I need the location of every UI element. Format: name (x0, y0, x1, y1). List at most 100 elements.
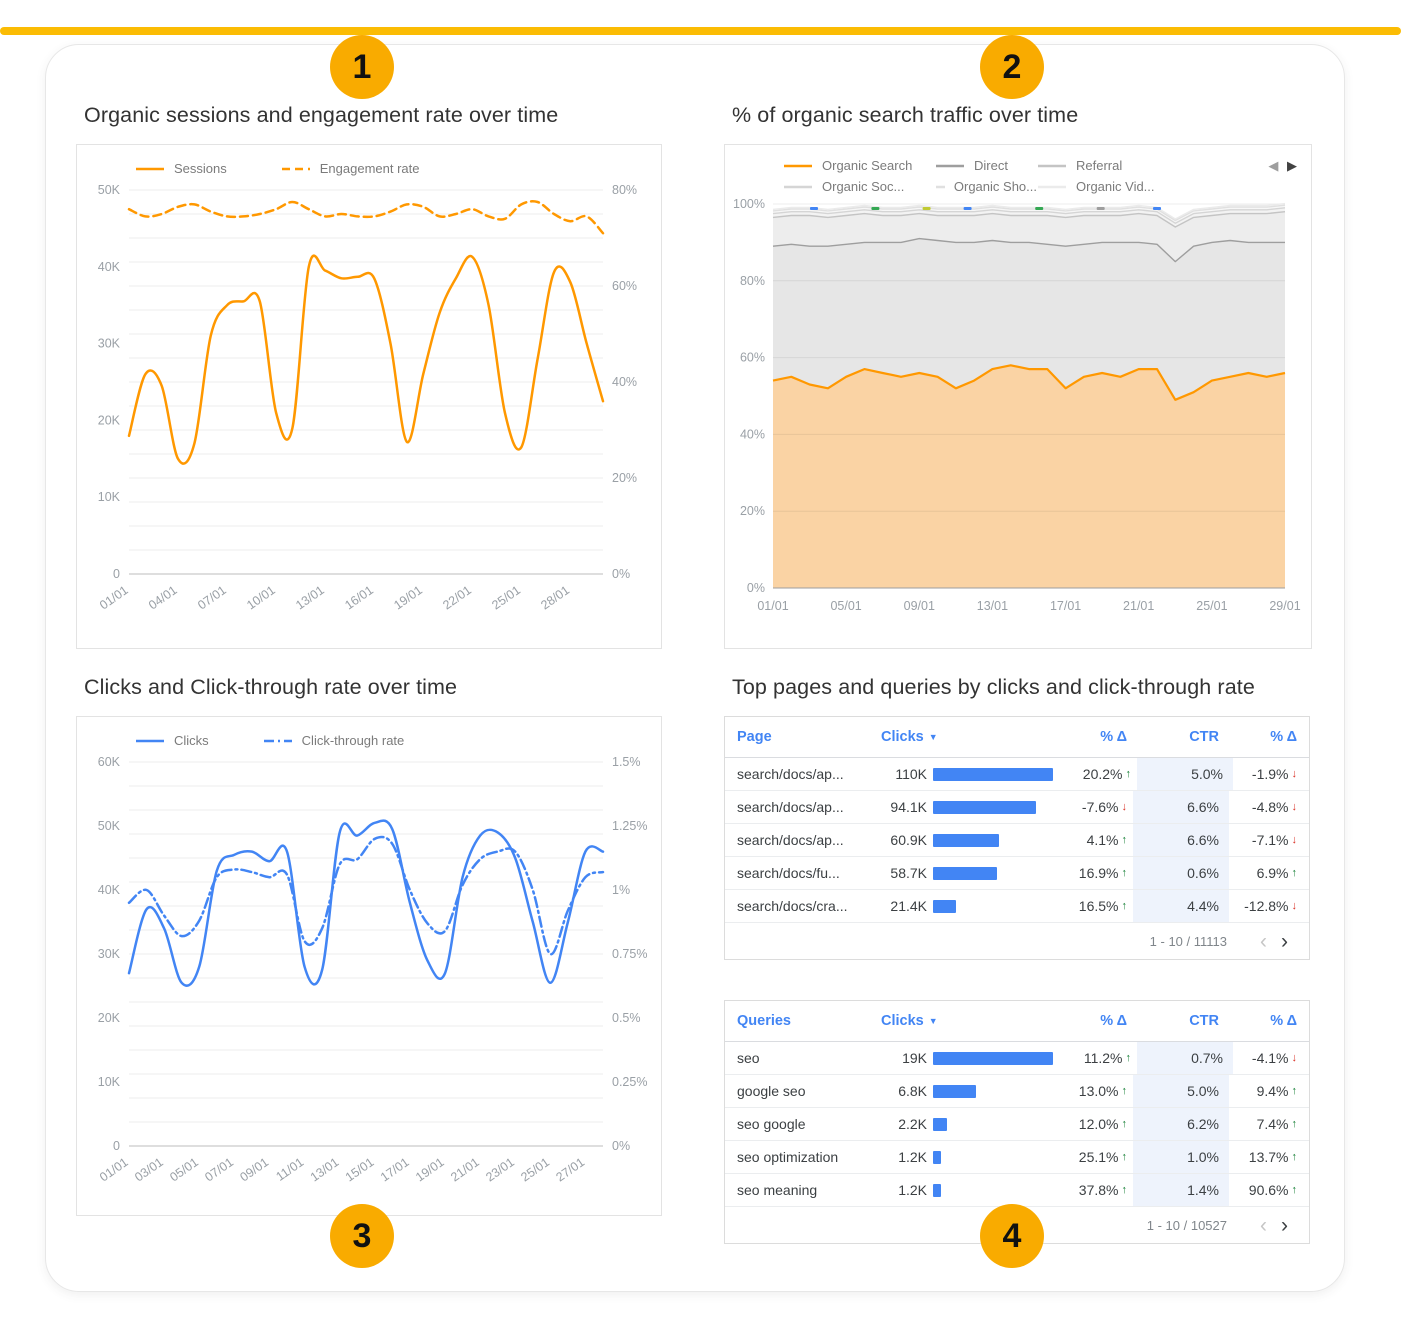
delta-value: 6.9% (1256, 865, 1289, 881)
delta-value: 16.9% (1078, 865, 1119, 881)
up-arrow-icon: ↑ (1291, 867, 1298, 879)
tables-title: Top pages and queries by clicks and clic… (732, 675, 1255, 699)
clicks-value: 21.4K (890, 898, 927, 914)
row-name: search/docs/ap... (737, 832, 844, 848)
svg-text:0: 0 (113, 1139, 120, 1153)
legend-item: Organic Search (783, 158, 935, 173)
delta-value: 16.5% (1078, 898, 1119, 914)
sessions-chart-svg: 0 10K 20K 30K 40K 50K 0% 20% 40% 60% 80% 01/01 04/01… (97, 183, 637, 612)
svg-text:17/01: 17/01 (378, 1155, 412, 1184)
clicks-value: 19K (902, 1050, 927, 1066)
legend-label: Click-through rate (301, 733, 405, 748)
svg-text:100%: 100% (733, 197, 765, 211)
ctr-value: 0.7% (1191, 1050, 1223, 1066)
svg-text:19/01: 19/01 (391, 583, 425, 612)
column-header-ctr[interactable]: CTR (1189, 1013, 1219, 1029)
svg-text:25/01: 25/01 (518, 1155, 552, 1184)
up-arrow-icon: ↑ (1291, 1085, 1298, 1097)
svg-text:09/01: 09/01 (237, 1155, 271, 1184)
delta-value: 90.6% (1248, 1182, 1289, 1198)
up-arrow-icon: ↑ (1121, 900, 1128, 912)
table-row: google seo 6.8K 13.0% ↑ 5.0% 9.4% ↑ (725, 1075, 1309, 1108)
delta-value: -1.9% (1251, 766, 1289, 782)
clicks-value: 94.1K (890, 799, 927, 815)
legend-label: Organic Sho... (953, 179, 1037, 194)
column-header-[interactable]: % Δ (1270, 729, 1297, 745)
svg-text:60%: 60% (740, 351, 765, 365)
svg-text:01/01: 01/01 (757, 599, 788, 613)
legend-next-icon[interactable]: ▶ (1287, 158, 1297, 173)
delta-value: 13.7% (1248, 1149, 1289, 1165)
ctr-value: 1.4% (1187, 1182, 1219, 1198)
next-page-icon[interactable]: › (1281, 1213, 1288, 1237)
row-name: seo (737, 1050, 760, 1066)
svg-text:10/01: 10/01 (244, 583, 278, 612)
series-marker (871, 207, 880, 210)
down-arrow-icon: ↓ (1121, 801, 1128, 813)
svg-text:40K: 40K (98, 260, 121, 274)
ctr-value: 6.6% (1187, 832, 1219, 848)
svg-text:0%: 0% (612, 1139, 630, 1153)
table-row: search/docs/fu... 58.7K 16.9% ↑ 0.6% 6.9% ↑ (725, 857, 1309, 890)
clicks-value: 60.9K (890, 832, 927, 848)
svg-text:0%: 0% (612, 567, 630, 581)
table-row: seo meaning 1.2K 37.8% ↑ 1.4% 90.6% ↑ (725, 1174, 1309, 1207)
clicks-bar (933, 833, 999, 847)
clicks-bar (933, 800, 1036, 814)
row-name: seo google (737, 1116, 806, 1132)
svg-text:29/01: 29/01 (1269, 599, 1300, 613)
svg-text:50K: 50K (98, 183, 121, 197)
legend-swatch-icon (263, 739, 292, 742)
top-pages-table: Page Clicks ▼ % Δ CTR % Δ search/docs/ap... 110… (724, 716, 1310, 960)
legend-item: Referral (1037, 158, 1177, 173)
svg-text:11/01: 11/01 (273, 1155, 306, 1184)
svg-text:20%: 20% (612, 471, 637, 485)
legend-item: Organic Soc... (783, 179, 935, 194)
delta-value: -7.6% (1081, 799, 1119, 815)
column-header-ctr[interactable]: CTR (1189, 729, 1219, 745)
legend-swatch-icon (281, 167, 310, 170)
delta-value: 7.4% (1256, 1116, 1289, 1132)
svg-text:0.25%: 0.25% (612, 1075, 647, 1089)
down-arrow-icon: ↓ (1291, 900, 1298, 912)
delta-value: -4.1% (1251, 1050, 1289, 1066)
sessions-chart-legend: Sessions Engagement rate (77, 145, 661, 178)
series-marker (1153, 207, 1161, 210)
legend-prev-icon[interactable]: ◀ (1268, 158, 1279, 173)
column-header-clicks[interactable]: Clicks ▼ (881, 729, 938, 745)
prev-page-icon[interactable]: ‹ (1260, 929, 1267, 953)
svg-text:22/01: 22/01 (440, 583, 474, 612)
sessions-chart-title: Organic sessions and engagement rate ove… (84, 103, 559, 127)
column-header-[interactable]: % Δ (1100, 1013, 1127, 1029)
clicks-bar (933, 1051, 1053, 1065)
svg-text:04/01: 04/01 (146, 583, 180, 612)
next-page-icon[interactable]: › (1281, 929, 1288, 953)
column-header-clicks[interactable]: Clicks ▼ (881, 1013, 938, 1029)
legend-item: Engagement rate (281, 161, 419, 176)
down-arrow-icon: ↓ (1291, 834, 1298, 846)
svg-text:1%: 1% (612, 883, 630, 897)
column-header-[interactable]: % Δ (1270, 1013, 1297, 1029)
svg-text:03/01: 03/01 (132, 1155, 166, 1184)
pagination-label: 1 - 10 / 10527 (1146, 1217, 1227, 1233)
svg-text:1.5%: 1.5% (612, 755, 641, 769)
column-header-page[interactable]: Page (737, 729, 772, 745)
ctr-value: 0.6% (1187, 865, 1219, 881)
delta-value: -4.8% (1251, 799, 1289, 815)
clicks-value: 6.8K (898, 1083, 927, 1099)
annotation-badge-4: 4 (980, 1204, 1044, 1268)
up-arrow-icon: ↑ (1121, 1151, 1128, 1163)
svg-text:40K: 40K (98, 883, 121, 897)
prev-page-icon[interactable]: ‹ (1260, 1213, 1267, 1237)
traffic-share-chart-svg: 0% 20% 40% 60% 80% 100% 01/01 05/01 09/01 13/01 17… (733, 197, 1301, 613)
row-name: seo meaning (737, 1182, 818, 1198)
legend-item: Sessions (135, 161, 227, 176)
column-header-[interactable]: % Δ (1100, 729, 1127, 745)
svg-text:17/01: 17/01 (1050, 599, 1081, 613)
ctr-value: 1.0% (1187, 1149, 1219, 1165)
dashboard-card: Organic sessions and engagement rate ove… (45, 44, 1345, 1292)
panel-traffic-share: % of organic search traffic over time Or… (724, 103, 1314, 649)
column-header-queries[interactable]: Queries (737, 1013, 791, 1029)
